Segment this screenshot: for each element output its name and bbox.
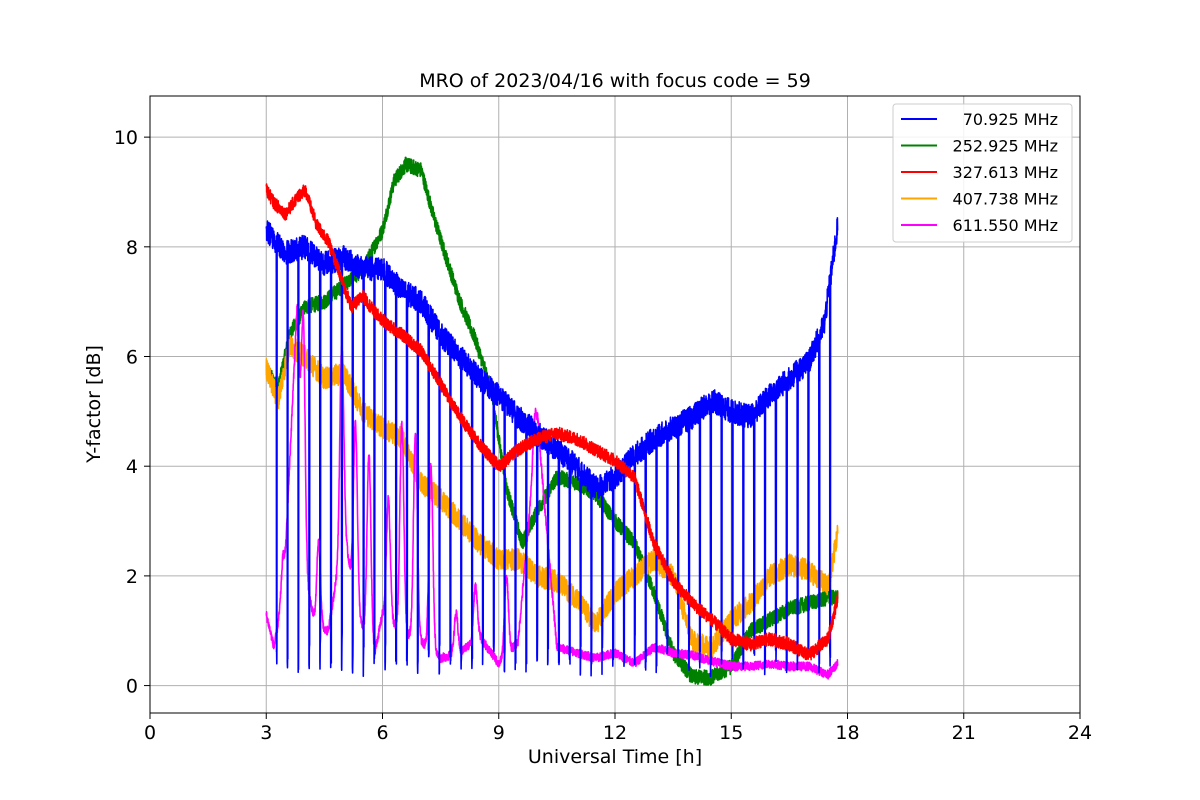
y-ticks: 0 2 4 6 8 10: [114, 127, 150, 698]
legend-label-0: 70.925 MHz: [963, 110, 1058, 129]
series-layer: [265, 156, 839, 686]
series-line-0: [265, 217, 839, 678]
y-tick-label: 8: [126, 237, 138, 259]
legend-label-1: 252.925 MHz: [953, 137, 1058, 156]
y-tick-label: 10: [114, 127, 138, 149]
x-tick-label: 15: [719, 722, 743, 744]
legend-label-3: 407.738 MHz: [953, 190, 1058, 209]
y-tick-label: 6: [126, 347, 138, 369]
legend-label-4: 611.550 MHz: [953, 216, 1058, 235]
y-tick-label: 4: [126, 456, 138, 478]
y-axis-label: Y-factor [dB]: [83, 345, 105, 464]
x-tick-label: 6: [376, 722, 388, 744]
x-tick-label: 9: [493, 722, 505, 744]
x-ticks: 0 3 6 9 12 15 18 21 24: [144, 713, 1092, 744]
legend: 70.925 MHz 252.925 MHz 327.613 MHz 407.738 …: [892, 103, 1073, 243]
legend-label-2: 327.613 MHz: [953, 163, 1058, 182]
legend-box: [892, 103, 1073, 243]
x-axis-label: Universal Time [h]: [528, 746, 702, 768]
x-tick-label: 12: [603, 722, 627, 744]
x-tick-label: 24: [1068, 722, 1092, 744]
y-tick-label: 0: [126, 676, 138, 698]
x-tick-label: 18: [835, 722, 859, 744]
x-tick-label: 0: [144, 722, 156, 744]
series-line-2: [265, 183, 839, 661]
x-tick-label: 3: [260, 722, 272, 744]
x-tick-label: 21: [952, 722, 976, 744]
chart-title: MRO of 2023/04/16 with focus code = 59: [419, 70, 811, 92]
y-tick-label: 2: [126, 566, 138, 588]
